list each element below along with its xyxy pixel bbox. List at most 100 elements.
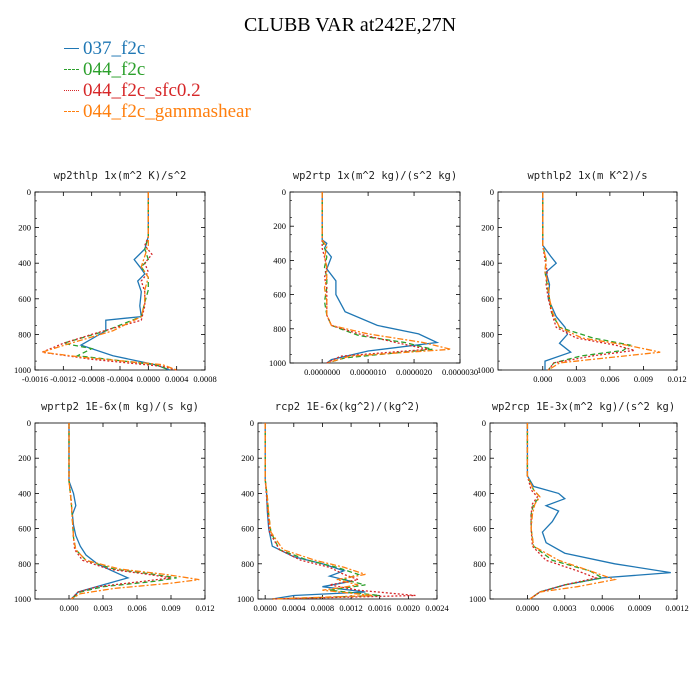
x-tick-label: 0.006 (127, 603, 146, 613)
axis-frame (289, 191, 461, 364)
chart-panel-5: rcp2 1E-6x(kg^2)/(kg^2) 0 200 400 600 800 1000… (237, 401, 449, 613)
axis-frame (497, 191, 678, 371)
panel-title: wp2thlp 1x(m^2 K)/s^2 (54, 170, 187, 182)
y-tick-label: 600 (481, 294, 494, 304)
axis-frame (34, 191, 206, 371)
y-tick-label: 600 (18, 524, 31, 534)
x-tick-label: 0.0000020 (396, 367, 432, 377)
y-tick-label: 200 (241, 453, 254, 463)
panel-title: wprtp2 1E-6x(m kg)/(s kg) (41, 401, 199, 413)
legend-item-044-f2c-sfc0-2: 044_f2c_sfc0.2 (64, 80, 251, 101)
y-tick-label: 0 (27, 418, 31, 428)
y-tick-label: 0 (27, 187, 31, 197)
legend-item-037-f2c: 037_f2c (64, 38, 251, 59)
axis-frame (257, 422, 438, 600)
y-tick-label: 0 (482, 418, 486, 428)
series-line-044-f2c-sfc0-2 (68, 423, 172, 600)
legend-item-044-f2c: 044_f2c (64, 59, 251, 80)
x-tick-label: 0.0004 (282, 603, 306, 613)
series-line-037-f2c (264, 423, 366, 600)
chart-panel-3: wpthlp2 1x(m K^2)/s 0 200 400 600 800 1000 0.00… (477, 170, 687, 384)
x-tick-label: 0.0000 (137, 374, 160, 384)
series-line-044-f2c-gammashear (526, 423, 618, 600)
series-line-037-f2c (542, 192, 573, 370)
x-tick-label: -0.0012 (50, 374, 76, 384)
x-tick-label: 0.012 (195, 603, 214, 613)
series-line-044-f2c-gammashear (264, 423, 373, 600)
series-line-044-f2c (264, 423, 380, 600)
x-tick-label: 0.0000010 (350, 367, 386, 377)
x-tick-label: 0.000 (533, 374, 552, 384)
x-tick-label: 0.0008 (193, 374, 216, 384)
y-tick-label: 600 (18, 294, 31, 304)
x-tick-label: 0.009 (161, 603, 180, 613)
x-tick-label: -0.0008 (79, 374, 105, 384)
x-tick-label: 0.003 (93, 603, 112, 613)
y-tick-label: 0 (490, 187, 494, 197)
legend-swatch (64, 111, 79, 113)
y-tick-label: 200 (18, 453, 31, 463)
axis-frame (34, 422, 206, 600)
series-line-044-f2c (63, 192, 170, 371)
legend-label: 037_f2c (83, 38, 146, 59)
series-line-044-f2c (542, 192, 632, 371)
panel-title: wp2rcp 1E-3x(m^2 kg)/(s^2 kg) (492, 401, 675, 413)
chart-panel-1: wp2thlp 1x(m^2 K)/s^202004006008001000-0… (14, 170, 217, 384)
axis-frame (489, 422, 678, 600)
series-line-044-f2c (68, 423, 177, 600)
y-tick-label: 800 (273, 324, 286, 334)
series-line-044-f2c-gammashear (41, 192, 177, 371)
x-tick-label: 0.0000030 (442, 367, 478, 377)
y-tick-label: 200 (273, 221, 286, 231)
x-tick-label: 0.0009 (628, 603, 651, 613)
y-tick-label: 800 (18, 329, 31, 339)
x-tick-label: 0.0016 (368, 603, 391, 613)
series-line-037-f2c (526, 423, 671, 600)
x-tick-label: 0.0006 (591, 603, 614, 613)
panel-title: wpthlp2 1x(m K^2)/s (527, 170, 647, 182)
y-tick-label: 600 (273, 290, 286, 300)
series-line-044-f2c-sfc0-2 (321, 192, 428, 364)
series-line-044-f2c (526, 423, 605, 600)
chart-panel-4: wprtp2 1E-6x(m kg)/(s kg) 0 200 400 600 800 10… (14, 401, 215, 613)
series-line-044-f2c-sfc0-2 (39, 192, 177, 371)
y-tick-label: 0 (282, 187, 286, 197)
y-tick-label: 0 (250, 418, 254, 428)
x-tick-label: 0.003 (567, 374, 586, 384)
series-line-044-f2c-sfc0-2 (542, 192, 635, 371)
x-tick-label: 0.0024 (425, 603, 449, 613)
series-line-044-f2c-gammashear (68, 423, 200, 600)
y-tick-label: 800 (18, 559, 31, 569)
y-tick-label: 1000 (237, 594, 254, 604)
x-tick-label: 0.0020 (397, 603, 420, 613)
y-tick-label: 800 (473, 559, 486, 569)
x-tick-label: 0.000 (59, 603, 78, 613)
panel-title: rcp2 1E-6x(kg^2)/(kg^2) (275, 401, 420, 413)
legend-item-044-f2c-gammashear: 044_f2c_gammashear (64, 101, 251, 122)
x-tick-label: 0.0000 (516, 603, 539, 613)
y-tick-label: 400 (241, 488, 254, 498)
y-tick-label: 800 (481, 329, 494, 339)
y-tick-label: 400 (18, 258, 31, 268)
chart-panel-6: wp2rcp 1E-3x(m^2 kg)/(s^2 kg) 0 200 400 600 8… (469, 401, 689, 613)
x-tick-label: 0.0008 (311, 603, 334, 613)
x-tick-label: 0.0004 (165, 374, 189, 384)
legend-label: 044_f2c (83, 59, 146, 80)
legend-swatch (64, 90, 79, 92)
x-tick-label: 0.0012 (339, 603, 362, 613)
series-line-037-f2c (68, 423, 130, 600)
series-line-044-f2c-sfc0-2 (526, 423, 599, 600)
y-tick-label: 1000 (477, 365, 494, 375)
series-line-037-f2c (321, 192, 440, 364)
panel-title: wp2rtp 1x(m^2 kg)/(s^2 kg) (293, 170, 457, 182)
series-line-037-f2c (79, 192, 170, 371)
y-tick-label: 200 (18, 223, 31, 233)
y-tick-label: 1000 (269, 358, 286, 368)
legend: 037_f2c 044_f2c 044_f2c_sfc0.2 044_f2c_g… (64, 38, 251, 122)
x-tick-label: 0.0000 (253, 603, 276, 613)
y-tick-label: 1000 (14, 594, 31, 604)
x-tick-label: 0.0000000 (304, 367, 340, 377)
y-tick-label: 200 (481, 223, 494, 233)
series-line-044-f2c (321, 192, 433, 364)
